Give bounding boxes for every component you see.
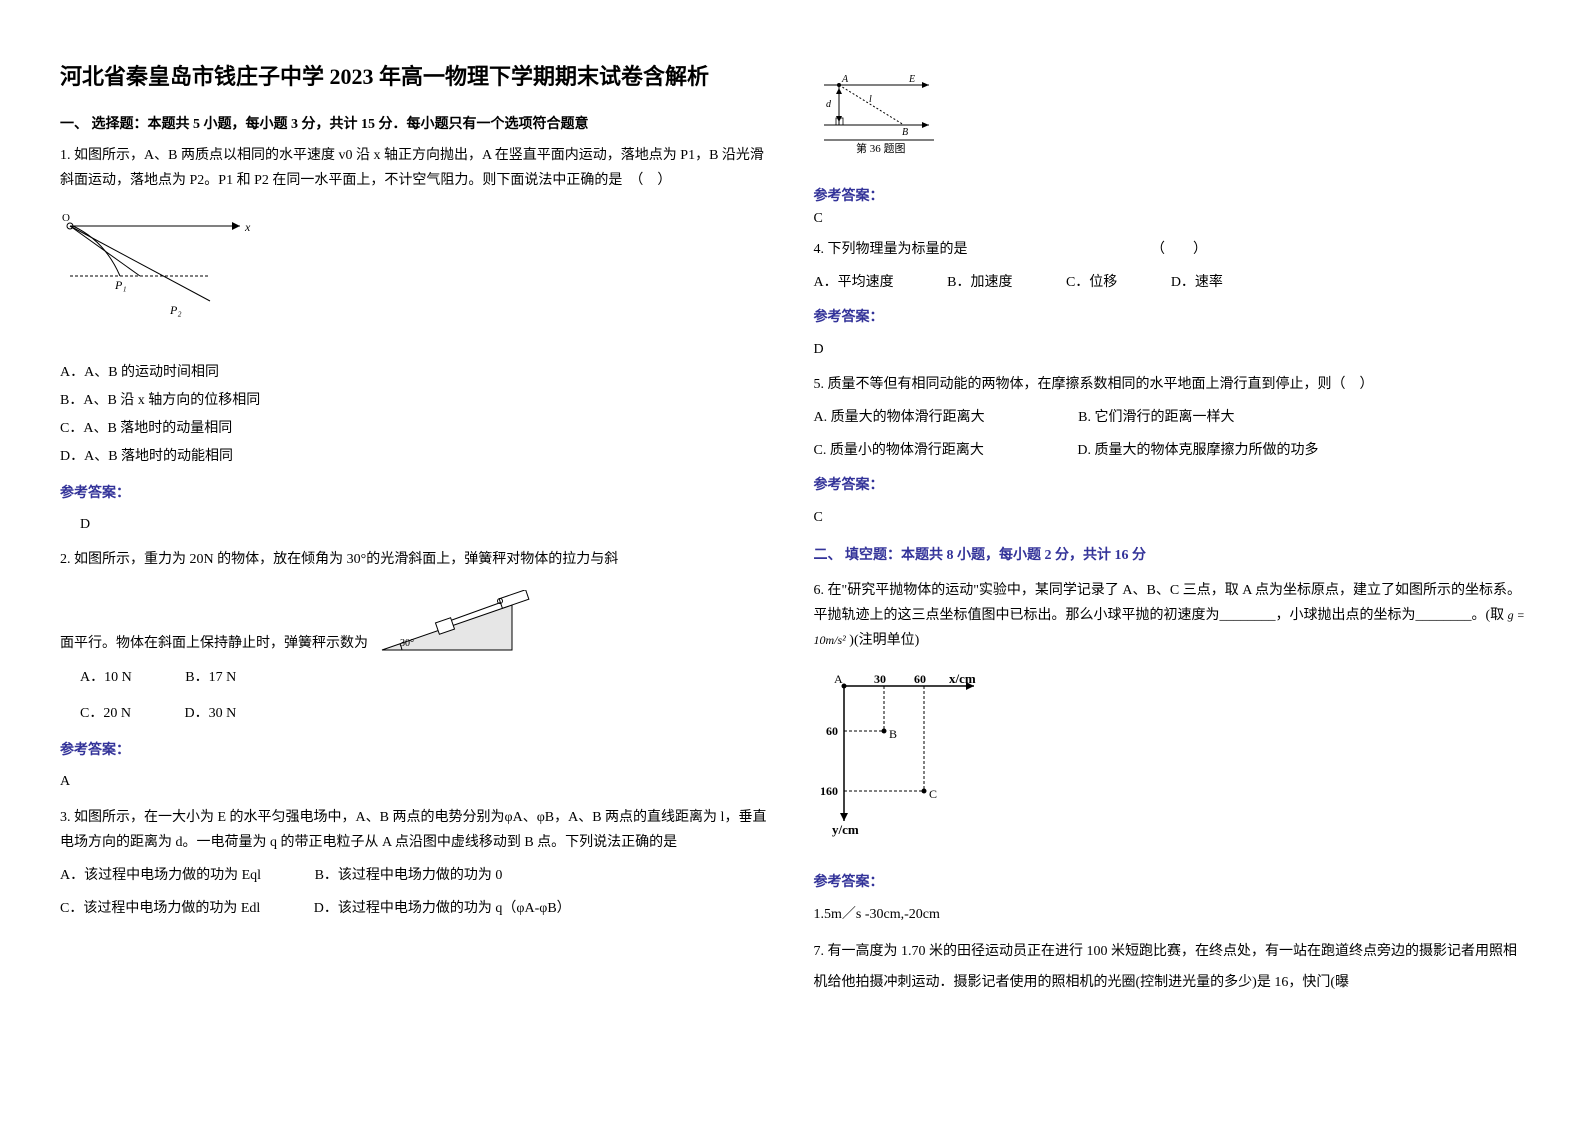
q1-text: 1. 如图所示，A、B 两质点以相同的水平速度 v0 沿 x 轴正方向抛出，A … <box>60 143 774 193</box>
section1-title: 一、 选择题：本题共 5 小题，每小题 3 分，共计 15 分．每小题只有一个选… <box>60 113 774 133</box>
q4-optD: D．速率 <box>1171 270 1223 295</box>
q3-options-row2: C．该过程中电场力做的功为 Edl D．该过程中电场力做的功为 q（φA-φB） <box>60 896 774 921</box>
svg-text:O: O <box>62 212 70 224</box>
svg-text:y/cm: y/cm <box>832 822 859 837</box>
q1-optA: A．A、B 的运动时间相同 <box>60 359 774 387</box>
exam-title: 河北省秦皇岛市钱庄子中学 2023 年高一物理下学期期末试卷含解析 <box>60 60 774 93</box>
question-2: 2. 如图所示，重力为 20N 的物体，放在倾角为 30°的光滑斜面上，弹簧秤对… <box>60 547 774 795</box>
q2-answer-label: 参考答案： <box>60 738 774 763</box>
svg-text:P₂: P₂ <box>169 303 182 317</box>
q4-optB: B．加速度 <box>947 270 1012 295</box>
question-5: 5. 质量不等但有相同动能的两物体，在摩擦系数相同的水平地面上滑行直到停止，则（… <box>814 372 1528 530</box>
q6-chart: x/cm y/cm A B 30 60 C 60 160 <box>814 671 994 841</box>
svg-text:P₁: P₁ <box>114 278 127 292</box>
q6-text: 6. 在"研究平抛物体的运动"实验中，某同学记录了 A、B、C 三点，取 A 点… <box>814 578 1528 654</box>
svg-text:A: A <box>834 672 843 686</box>
q3-text: 3. 如图所示，在一大小为 E 的水平匀强电场中，A、B 两点的电势分别为φA、… <box>60 805 774 855</box>
q1-diagram: x O P₁ P₂ <box>60 211 260 331</box>
svg-text:60: 60 <box>826 724 838 738</box>
q5-options-row1: A. 质量大的物体滑行距离大 B. 它们滑行的距离一样大 <box>814 405 1528 430</box>
question-6: 6. 在"研究平抛物体的运动"实验中，某同学记录了 A、B、C 三点，取 A 点… <box>814 578 1528 927</box>
q5-options-row2: C. 质量小的物体滑行距离大 D. 质量大的物体克服摩擦力所做的功多 <box>814 438 1528 463</box>
svg-text:B: B <box>889 727 897 741</box>
q1-optD: D．A、B 落地时的动能相同 <box>60 443 774 471</box>
q2-answer: A <box>60 769 774 794</box>
q4-text: 4. 下列物理量为标量的是 （ ） <box>814 237 1528 262</box>
question-3: 3. 如图所示，在一大小为 E 的水平匀强电场中，A、B 两点的电势分别为φA、… <box>60 805 774 922</box>
q2-diagram: 30° <box>372 590 532 660</box>
svg-text:B: B <box>902 127 908 138</box>
q5-optB: B. 它们滑行的距离一样大 <box>1078 405 1234 430</box>
q3-options-row1: A．该过程中电场力做的功为 Eql B．该过程中电场力做的功为 0 <box>60 863 774 888</box>
q3-optC: C．该过程中电场力做的功为 Edl <box>60 896 260 921</box>
svg-text:C: C <box>929 787 937 801</box>
q3-fig-caption: 第 36 题图 <box>856 141 906 155</box>
q2-optC: C．20 N <box>80 700 131 728</box>
q7-text: 7. 有一高度为 1.70 米的田径运动员正在进行 100 米短跑比赛，在终点处… <box>814 937 1528 999</box>
q3-answer: C <box>814 211 1528 227</box>
svg-text:l: l <box>869 94 872 105</box>
q1-answer: D <box>60 512 774 537</box>
q2-optB: B．17 N <box>185 664 236 692</box>
q1-optB: B．A、B 沿 x 轴方向的位移相同 <box>60 387 774 415</box>
q2-text: 2. 如图所示，重力为 20N 的物体，放在倾角为 30°的光滑斜面上，弹簧秤对… <box>60 547 774 572</box>
q4-options: A．平均速度 B．加速度 C．位移 D．速率 <box>814 270 1528 295</box>
q6-answer: 1.5m／s -30cm,-20cm <box>814 902 1528 927</box>
q2-optD: D．30 N <box>184 700 236 728</box>
q2-optA: A．10 N <box>80 664 132 692</box>
svg-text:x: x <box>244 220 251 234</box>
svg-text:30°: 30° <box>400 638 414 649</box>
q1-optC: C．A、B 落地时的动量相同 <box>60 415 774 443</box>
q3-answer-label: 参考答案： <box>814 185 1528 205</box>
question-4: 4. 下列物理量为标量的是 （ ） A．平均速度 B．加速度 C．位移 D．速率… <box>814 237 1528 362</box>
q5-optC: C. 质量小的物体滑行距离大 <box>814 438 984 463</box>
q4-answer-label: 参考答案： <box>814 305 1528 330</box>
svg-text:A: A <box>841 74 849 85</box>
q3-diagram: A E B d l 第 36 题图 <box>814 70 944 160</box>
question-7: 7. 有一高度为 1.70 米的田径运动员正在进行 100 米短跑比赛，在终点处… <box>814 937 1528 999</box>
q5-text: 5. 质量不等但有相同动能的两物体，在摩擦系数相同的水平地面上滑行直到停止，则（… <box>814 372 1528 397</box>
svg-text:x/cm: x/cm <box>949 671 976 686</box>
svg-text:30: 30 <box>874 672 886 686</box>
q2-text2: 面平行。物体在斜面上保持静止时，弹簧秤示数为 <box>60 631 368 656</box>
q5-answer-label: 参考答案： <box>814 473 1528 498</box>
q3-optA: A．该过程中电场力做的功为 Eql <box>60 863 261 888</box>
q1-options: A．A、B 的运动时间相同 B．A、B 沿 x 轴方向的位移相同 C．A、B 落… <box>60 359 774 471</box>
svg-text:60: 60 <box>914 672 926 686</box>
q6-answer-label: 参考答案： <box>814 870 1528 895</box>
svg-text:d: d <box>826 99 832 110</box>
q5-answer: C <box>814 505 1528 530</box>
q4-answer: D <box>814 337 1528 362</box>
q2-options: A．10 N B．17 N C．20 N D．30 N <box>60 664 774 728</box>
section2-title: 二、 填空题：本题共 8 小题，每小题 2 分，共计 16 分 <box>814 544 1528 564</box>
q3-optB: B．该过程中电场力做的功为 0 <box>315 863 503 888</box>
q5-optD: D. 质量大的物体克服摩擦力所做的功多 <box>1077 438 1318 463</box>
q4-optC: C．位移 <box>1066 270 1117 295</box>
q3-optD: D．该过程中电场力做的功为 q（φA-φB） <box>314 896 571 921</box>
question-1: 1. 如图所示，A、B 两质点以相同的水平速度 v0 沿 x 轴正方向抛出，A … <box>60 143 774 537</box>
svg-text:160: 160 <box>820 784 838 798</box>
q4-optA: A．平均速度 <box>814 270 894 295</box>
q1-answer-label: 参考答案： <box>60 481 774 506</box>
svg-text:E: E <box>908 74 915 85</box>
q5-optA: A. 质量大的物体滑行距离大 <box>814 405 985 430</box>
